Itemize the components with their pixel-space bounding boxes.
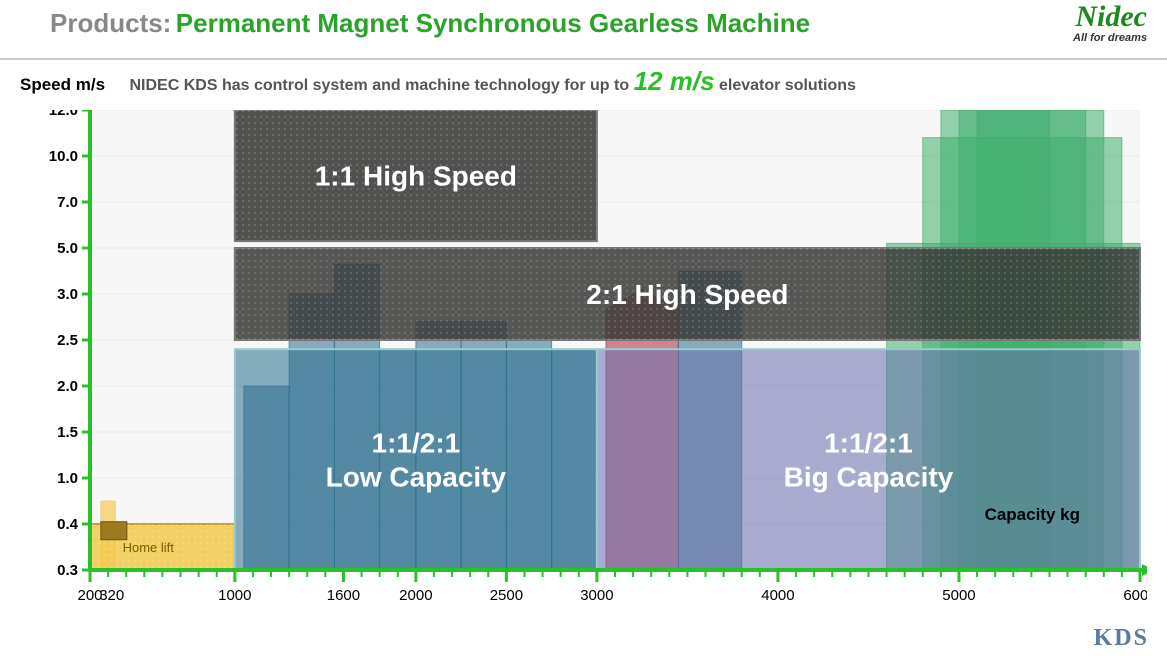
header-prefix: Products: xyxy=(50,8,171,38)
y-axis-label: Speed m/s xyxy=(20,75,105,94)
region-1to1-high-speed: 1:1 High Speed xyxy=(235,110,597,241)
region-label: Home lift xyxy=(123,540,175,555)
x-tick: 3000 xyxy=(580,587,613,604)
region-label: 1:1/2:1 xyxy=(372,428,461,459)
y-tick: 1.0 xyxy=(57,470,78,487)
x-tick: 2000 xyxy=(399,587,432,604)
region-2to1-high-speed: 2:1 High Speed xyxy=(235,248,1140,340)
header-title: Permanent Magnet Synchronous Gearless Ma… xyxy=(176,8,810,38)
x-axis-label: Capacity kg xyxy=(985,505,1080,524)
region-label: 1:1/2:1 xyxy=(824,428,913,459)
x-tick: 1600 xyxy=(327,587,360,604)
x-tick: 320 xyxy=(99,587,124,604)
brand-logo: Nidec All for dreams xyxy=(1073,2,1147,44)
y-tick: 5.0 xyxy=(57,240,78,257)
y-tick: 2.5 xyxy=(57,332,78,349)
region-label: 1:1 High Speed xyxy=(315,161,517,192)
region-label: Big Capacity xyxy=(784,462,954,493)
subhead-emph: 12 m/s xyxy=(634,66,715,96)
x-tick: 1000 xyxy=(218,587,251,604)
y-tick: 10.0 xyxy=(49,148,78,165)
logo-tagline: All for dreams xyxy=(1073,32,1147,44)
region-home-lift: Home lift xyxy=(90,522,235,570)
sub-headline: Speed m/s NIDEC KDS has control system a… xyxy=(0,60,1167,97)
region-label: 2:1 High Speed xyxy=(586,279,788,310)
x-tick: 4000 xyxy=(761,587,794,604)
region-big-capacity: 1:1/2:1Big Capacity xyxy=(597,349,1140,570)
region-low-capacity: 1:1/2:1Low Capacity xyxy=(235,349,597,570)
y-tick: 3.0 xyxy=(57,286,78,303)
x-tick: 5000 xyxy=(942,587,975,604)
y-tick: 1.5 xyxy=(57,424,78,441)
y-tick: 12.0 xyxy=(49,110,78,119)
y-tick: 0.4 xyxy=(57,516,79,533)
subhead-after: elevator solutions xyxy=(719,77,856,94)
logo-main: Nidec xyxy=(1073,2,1147,32)
y-tick: 7.0 xyxy=(57,194,78,211)
x-tick: 6000 xyxy=(1123,587,1147,604)
capacity-speed-chart: Home lift1:1/2:1Low Capacity1:1/2:1Big C… xyxy=(20,110,1147,630)
y-tick: 2.0 xyxy=(57,378,78,395)
y-tick: 0.3 xyxy=(57,562,78,579)
x-tick: 2500 xyxy=(490,587,523,604)
region-label: Low Capacity xyxy=(326,462,507,493)
subhead-before: NIDEC KDS has control system and machine… xyxy=(130,77,630,94)
page-header: Products: Permanent Magnet Synchronous G… xyxy=(0,0,1167,60)
footer-brand: KDS xyxy=(1094,625,1149,652)
